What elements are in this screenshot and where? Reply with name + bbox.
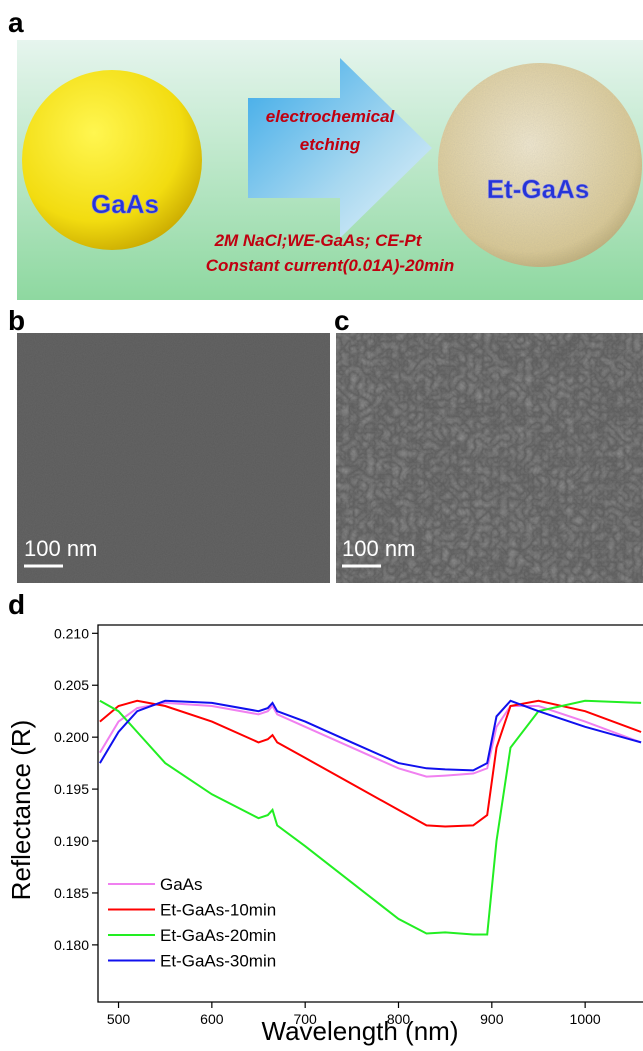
y-tick-label: 0.185 [54, 885, 89, 901]
sphere-label: Et-GaAs [487, 174, 590, 204]
legend-label: Et-GaAs-30min [160, 952, 276, 971]
x-tick-label: 900 [480, 1011, 504, 1027]
x-axis-label: Wavelength (nm) [262, 1016, 459, 1046]
y-axis-label: Reflectance (R) [6, 720, 36, 901]
sphere-label: GaAs [91, 189, 159, 219]
y-tick-label: 0.195 [54, 781, 89, 797]
conditions: Constant current(0.01A)-20min [206, 256, 454, 275]
figure: a electrochemical etching GaAs Et-GaAs 2… [0, 0, 643, 1051]
axis-frame [98, 625, 643, 1002]
scale-text: 100 nm [24, 536, 97, 561]
series-line [100, 701, 641, 935]
legend-label: Et-GaAs-10min [160, 901, 276, 920]
panel-label: a [8, 7, 24, 38]
y-tick-label: 0.200 [54, 729, 89, 745]
panel-label: d [8, 589, 25, 620]
panel-label: b [8, 305, 25, 336]
arrow-text: electrochemical [266, 107, 396, 126]
x-tick-label: 500 [107, 1011, 131, 1027]
series-line [100, 701, 641, 827]
x-tick-label: 800 [387, 1011, 411, 1027]
gaas-sphere [22, 70, 202, 250]
series-line [100, 703, 641, 777]
x-tick-label: 1000 [570, 1011, 601, 1027]
x-tick-label: 600 [200, 1011, 224, 1027]
legend-label: GaAs [160, 875, 203, 894]
legend-label: Et-GaAs-20min [160, 926, 276, 945]
y-tick-label: 0.210 [54, 625, 89, 641]
y-tick-label: 0.205 [54, 677, 89, 693]
conditions: 2M NaCl;WE-GaAs; CE-Pt [214, 231, 423, 250]
y-tick-label: 0.190 [54, 833, 89, 849]
x-tick-label: 700 [293, 1011, 317, 1027]
scale-text: 100 nm [342, 536, 415, 561]
arrow-text: etching [300, 135, 361, 154]
panel-label: c [334, 305, 350, 336]
etched-texture [438, 63, 642, 267]
y-tick-label: 0.180 [54, 937, 89, 953]
